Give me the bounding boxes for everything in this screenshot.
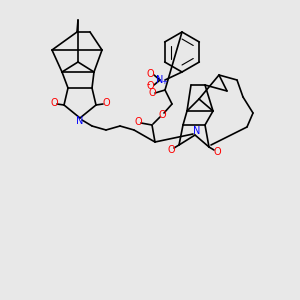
Text: O: O: [148, 88, 156, 98]
Text: +: +: [161, 79, 167, 85]
Text: N: N: [76, 116, 84, 126]
Text: O: O: [146, 69, 154, 79]
Text: N: N: [156, 75, 164, 85]
Text: O: O: [50, 98, 58, 108]
Text: -: -: [146, 79, 150, 89]
Text: N: N: [193, 126, 201, 136]
Text: O: O: [158, 110, 166, 120]
Text: O: O: [213, 147, 221, 157]
Text: O: O: [134, 117, 142, 127]
Text: O: O: [146, 81, 154, 91]
Text: O: O: [167, 145, 175, 155]
Text: O: O: [102, 98, 110, 108]
